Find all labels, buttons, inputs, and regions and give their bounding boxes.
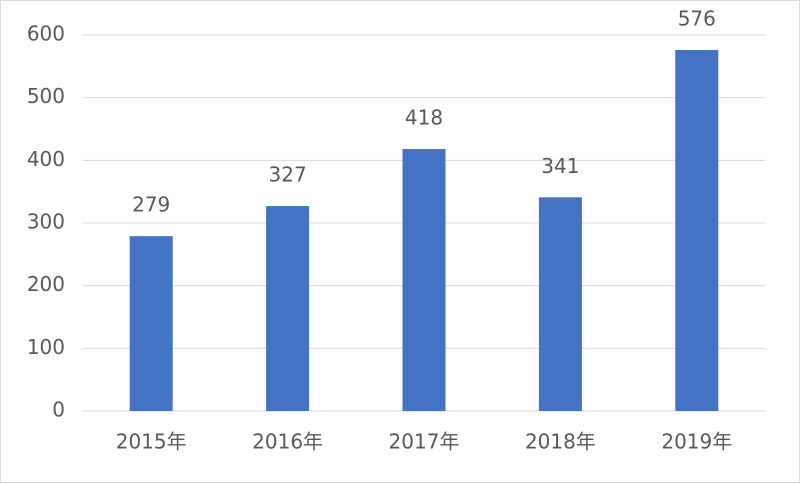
bar xyxy=(538,197,582,411)
data-label: 341 xyxy=(541,154,579,178)
x-tick-label: 2019年 xyxy=(661,430,732,454)
bar xyxy=(266,206,310,411)
x-tick-label: 2018年 xyxy=(525,430,596,454)
data-label: 576 xyxy=(678,7,716,31)
y-tick-label: 400 xyxy=(27,147,65,171)
bar xyxy=(402,149,446,411)
x-tick-label: 2016年 xyxy=(252,430,323,454)
data-label: 279 xyxy=(132,193,170,217)
x-tick-label: 2017年 xyxy=(389,430,460,454)
bar xyxy=(129,236,173,411)
bar xyxy=(675,50,719,411)
y-tick-label: 200 xyxy=(27,272,65,296)
data-label: 327 xyxy=(269,163,307,187)
y-tick-label: 0 xyxy=(52,398,65,422)
y-tick-label: 600 xyxy=(27,22,65,46)
data-label: 418 xyxy=(405,106,443,130)
y-tick-label: 500 xyxy=(27,84,65,108)
y-tick-label: 300 xyxy=(27,210,65,234)
x-tick-label: 2015年 xyxy=(116,430,187,454)
y-tick-label: 100 xyxy=(27,335,65,359)
